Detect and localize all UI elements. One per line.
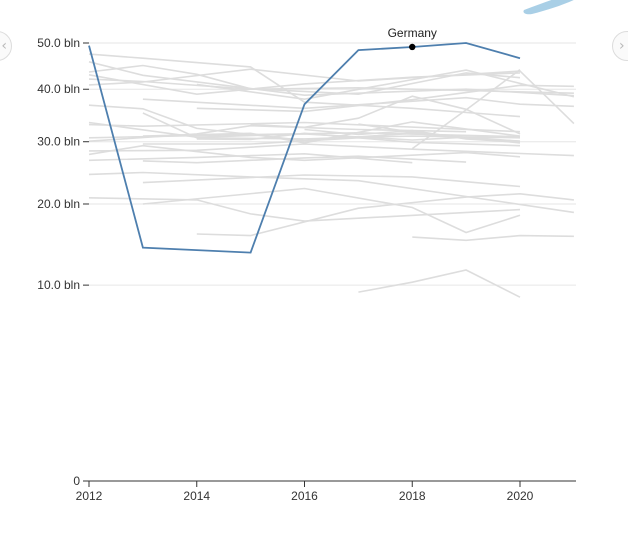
y-tick-label: 30.0 bln: [37, 135, 80, 149]
axes: 2012 2014 2016 2018 2020 0 10.0 bln 20.0 bln 30.…: [37, 36, 576, 503]
series-line: [88, 144, 521, 162]
series-line: [196, 192, 574, 237]
x-tick-label: 2018: [399, 489, 426, 503]
series-line: [88, 197, 521, 222]
y-tick-label: 40.0 bln: [37, 82, 80, 96]
series-line: [142, 121, 521, 144]
series-line: [88, 171, 575, 214]
series-line-highlight[interactable]: [88, 42, 521, 254]
hover-dot: [409, 43, 416, 51]
series-line: [142, 96, 574, 110]
y-tick-label: 50.0 bln: [37, 36, 80, 50]
series-line: [358, 123, 521, 142]
hover-label: Germany: [388, 26, 437, 40]
highlight-series[interactable]: [88, 42, 521, 254]
series-line: [196, 132, 521, 147]
series-line: [196, 84, 574, 113]
background-series: [88, 53, 575, 298]
series-line: [88, 143, 574, 157]
series-line: [142, 187, 521, 234]
y-tick-label: 0: [73, 474, 80, 488]
x-tick-label: 2012: [76, 489, 103, 503]
x-tick-label: 2016: [291, 489, 318, 503]
x-tick-label: 2020: [507, 489, 534, 503]
hover-tooltip: Germany: [388, 26, 437, 51]
decorative-blob: [523, 0, 574, 15]
y-tick-label: 20.0 bln: [37, 197, 80, 211]
series-line: [142, 174, 521, 188]
series-line: [88, 78, 574, 94]
series-line: [412, 234, 574, 242]
series-line: [142, 155, 467, 164]
series-line: [88, 53, 521, 118]
series-line: [358, 269, 521, 298]
chevron-right-icon: ›: [619, 38, 625, 54]
series-line: [196, 69, 575, 101]
series-line: [88, 72, 521, 96]
y-tick-label: 10.0 bln: [37, 278, 80, 292]
x-tick-label: 2014: [183, 489, 210, 503]
chevron-left-icon: ‹: [1, 38, 7, 54]
